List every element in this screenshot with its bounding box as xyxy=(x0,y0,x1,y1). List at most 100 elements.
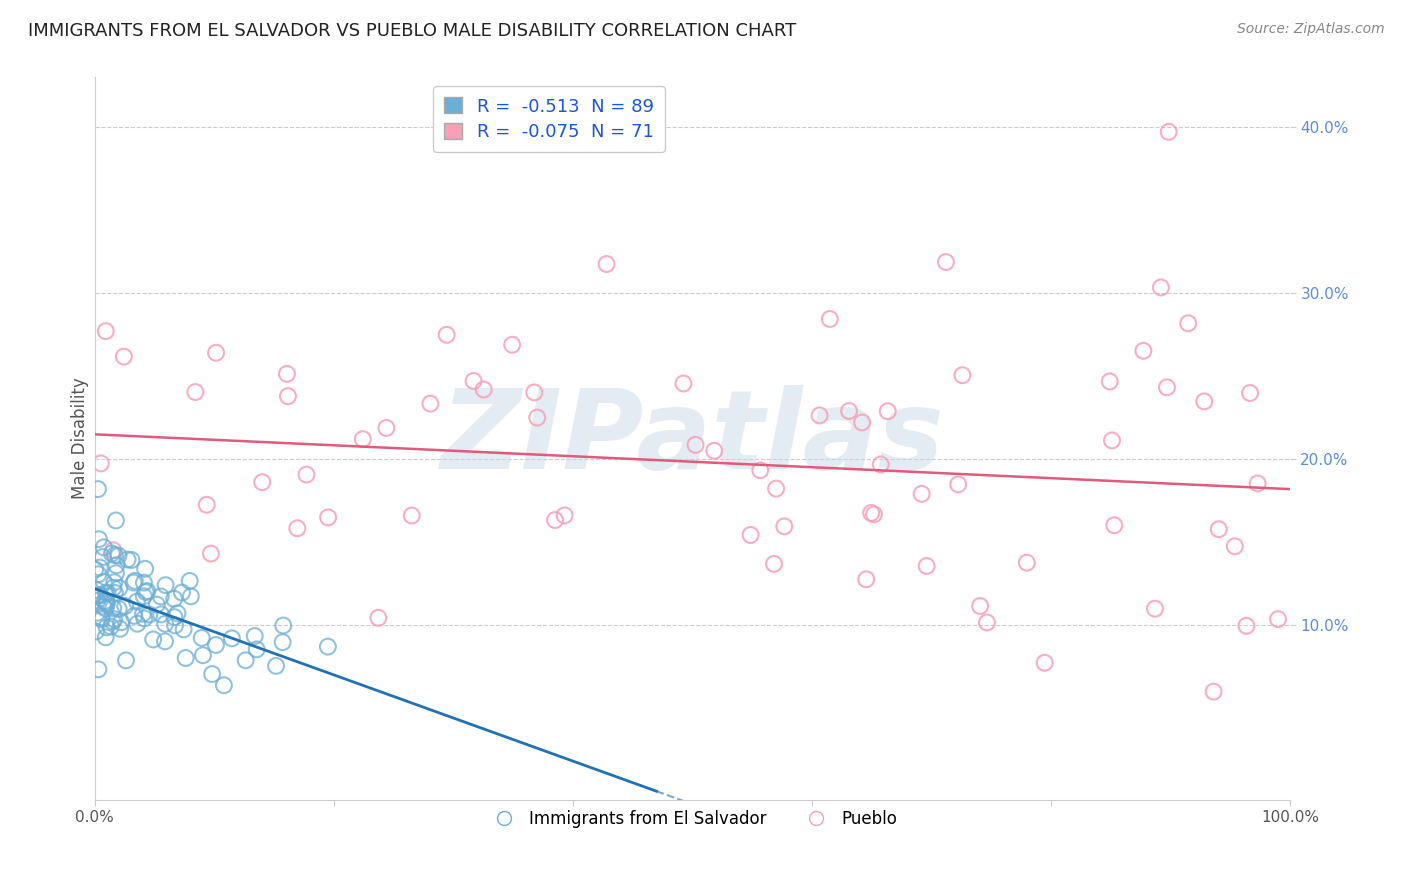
Point xyxy=(295,467,318,482)
Point xyxy=(1223,539,1246,553)
Point xyxy=(87,588,110,602)
Point xyxy=(1236,619,1258,633)
Point xyxy=(170,585,193,599)
Point xyxy=(851,416,873,430)
Point xyxy=(201,667,224,681)
Point xyxy=(838,404,860,418)
Point xyxy=(863,508,886,522)
Point xyxy=(163,610,186,624)
Point xyxy=(1015,556,1038,570)
Point xyxy=(94,630,117,644)
Text: Source: ZipAtlas.com: Source: ZipAtlas.com xyxy=(1237,22,1385,37)
Point xyxy=(250,475,273,490)
Point xyxy=(1156,380,1178,394)
Point xyxy=(127,616,149,631)
Point xyxy=(117,552,139,566)
Point xyxy=(94,594,117,608)
Point xyxy=(243,629,266,643)
Point xyxy=(107,602,129,616)
Point xyxy=(90,612,112,626)
Point xyxy=(84,562,107,576)
Point xyxy=(1101,434,1123,448)
Point xyxy=(876,404,898,418)
Point xyxy=(94,585,117,599)
Point xyxy=(89,560,111,574)
Point xyxy=(121,553,143,567)
Legend: Immigrants from El Salvador, Pueblo: Immigrants from El Salvador, Pueblo xyxy=(481,803,904,835)
Point xyxy=(221,632,243,646)
Point xyxy=(749,463,772,477)
Point xyxy=(136,584,159,599)
Point xyxy=(184,384,207,399)
Point xyxy=(1267,612,1289,626)
Point xyxy=(276,367,298,381)
Point xyxy=(246,642,269,657)
Point xyxy=(132,589,155,603)
Point xyxy=(205,638,228,652)
Point xyxy=(149,590,172,604)
Point xyxy=(523,385,546,400)
Point xyxy=(235,653,257,667)
Point xyxy=(948,477,970,491)
Point xyxy=(103,601,125,615)
Point xyxy=(103,612,125,626)
Point xyxy=(124,574,146,588)
Point xyxy=(855,572,877,586)
Point xyxy=(104,566,127,581)
Point xyxy=(90,456,112,470)
Point xyxy=(419,396,441,410)
Point xyxy=(762,557,785,571)
Point xyxy=(108,581,131,595)
Point xyxy=(685,438,707,452)
Point xyxy=(90,610,112,624)
Point xyxy=(1102,518,1125,533)
Y-axis label: Male Disability: Male Disability xyxy=(72,377,89,500)
Point xyxy=(153,616,176,631)
Point xyxy=(86,593,108,607)
Point xyxy=(1143,601,1166,615)
Point xyxy=(773,519,796,533)
Point xyxy=(86,606,108,620)
Point xyxy=(1033,656,1056,670)
Point xyxy=(367,611,389,625)
Point xyxy=(86,582,108,597)
Point xyxy=(150,607,173,622)
Point xyxy=(526,410,548,425)
Point xyxy=(375,421,398,435)
Point xyxy=(138,607,160,622)
Point xyxy=(174,651,197,665)
Point xyxy=(180,590,202,604)
Point xyxy=(501,337,523,351)
Point xyxy=(96,620,118,634)
Point xyxy=(87,567,110,582)
Text: IMMIGRANTS FROM EL SALVADOR VS PUEBLO MALE DISABILITY CORRELATION CHART: IMMIGRANTS FROM EL SALVADOR VS PUEBLO MA… xyxy=(28,22,796,40)
Point xyxy=(200,547,222,561)
Point xyxy=(91,549,114,564)
Point xyxy=(91,599,114,614)
Point xyxy=(1177,316,1199,330)
Point xyxy=(703,443,725,458)
Point xyxy=(101,547,124,561)
Point xyxy=(1246,476,1268,491)
Point xyxy=(860,506,883,520)
Point xyxy=(740,528,762,542)
Point xyxy=(173,623,195,637)
Point xyxy=(1208,522,1230,536)
Point xyxy=(135,585,157,599)
Point xyxy=(976,615,998,630)
Point xyxy=(190,631,212,645)
Point xyxy=(205,346,228,360)
Point xyxy=(163,591,186,606)
Point xyxy=(134,562,156,576)
Point xyxy=(108,622,131,636)
Text: ZIPatlas: ZIPatlas xyxy=(440,385,945,492)
Point xyxy=(544,513,567,527)
Point xyxy=(808,409,831,423)
Point xyxy=(94,324,117,338)
Point xyxy=(271,635,294,649)
Point xyxy=(142,632,165,647)
Point xyxy=(264,659,287,673)
Point xyxy=(165,618,187,632)
Point xyxy=(935,255,957,269)
Point xyxy=(352,432,374,446)
